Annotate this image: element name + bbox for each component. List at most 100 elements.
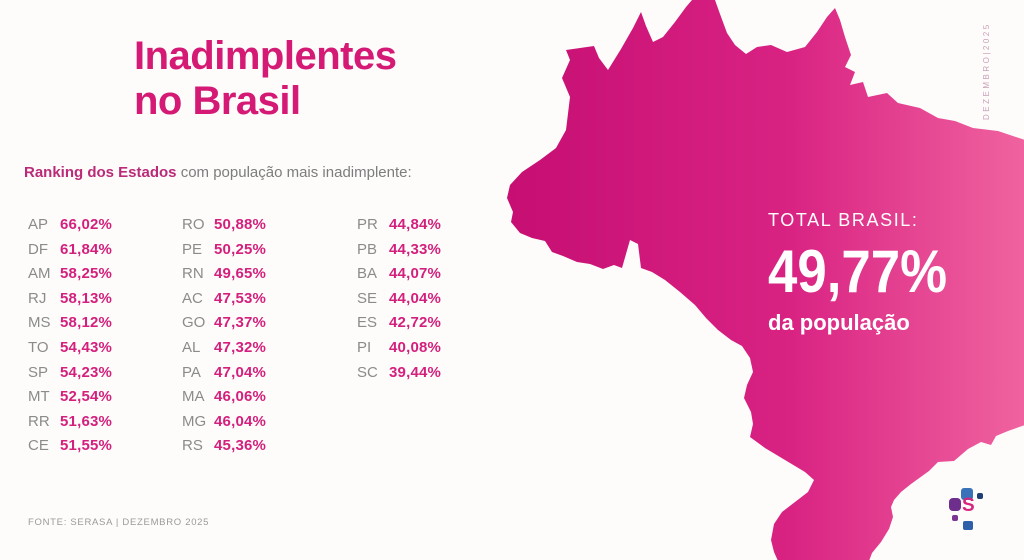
state-value: 58,25% bbox=[60, 265, 113, 283]
state-value: 66,02% bbox=[60, 216, 113, 233]
state-value: 44,33% bbox=[389, 240, 442, 258]
ranking-column-2: RO 50,88% PE 50,25% RN 49,65% AC 47,53% GO 47,37%… bbox=[182, 216, 266, 454]
ranking-row: RJ 58,13% bbox=[28, 290, 112, 307]
ranking-row: PI 40,08% bbox=[357, 339, 441, 356]
state-value: 47,04% bbox=[214, 363, 267, 381]
ranking-row: CE 51,55% bbox=[28, 437, 112, 454]
state-abbr: MA bbox=[182, 388, 205, 406]
logo-square-purple-icon bbox=[949, 498, 961, 511]
state-abbr: SP bbox=[28, 363, 49, 381]
total-brasil-subtext: da população bbox=[768, 310, 910, 335]
state-value: 58,12% bbox=[60, 314, 113, 332]
ranking-row: SP 54,23% bbox=[28, 364, 112, 381]
ranking-row: PB 44,33% bbox=[357, 241, 441, 258]
ranking-row: RR 51,63% bbox=[28, 413, 112, 430]
ranking-row: RN 49,65% bbox=[182, 265, 266, 282]
state-value: 44,07% bbox=[389, 265, 442, 283]
ranking-row: MA 46,06% bbox=[182, 388, 266, 405]
ranking-row: AC 47,53% bbox=[182, 290, 266, 307]
state-value: 44,84% bbox=[389, 216, 442, 233]
total-brasil-block: TOTAL BRASIL: 49,77% da população bbox=[768, 210, 972, 336]
state-value: 40,08% bbox=[389, 338, 442, 356]
page-title-line1: Inadimplentes bbox=[134, 34, 397, 78]
state-abbr: AC bbox=[182, 289, 203, 307]
ranking-row: RO 50,88% bbox=[182, 216, 266, 233]
ranking-row: GO 47,37% bbox=[182, 314, 266, 331]
state-abbr: SC bbox=[357, 363, 378, 381]
ranking-row: TO 54,43% bbox=[28, 339, 112, 356]
total-brasil-value: 49,77% bbox=[768, 238, 948, 305]
state-abbr: GO bbox=[182, 314, 206, 332]
ranking-row: PR 44,84% bbox=[357, 216, 441, 233]
state-abbr: PE bbox=[182, 240, 203, 258]
page-title: Inadimplentes no Brasil bbox=[134, 34, 397, 124]
state-value: 52,54% bbox=[60, 388, 113, 406]
state-abbr: DF bbox=[28, 240, 48, 258]
state-abbr: RJ bbox=[28, 289, 47, 307]
brand-logo: S bbox=[946, 486, 994, 534]
source-footnote: FONTE: SERASA | DEZEMBRO 2025 bbox=[28, 517, 210, 528]
ranking-row: DF 61,84% bbox=[28, 241, 112, 258]
state-value: 47,32% bbox=[214, 338, 267, 356]
state-abbr: PB bbox=[357, 240, 378, 258]
state-value: 39,44% bbox=[389, 363, 442, 381]
ranking-row: AL 47,32% bbox=[182, 339, 266, 356]
state-abbr: SE bbox=[357, 289, 378, 307]
state-abbr: CE bbox=[28, 437, 49, 455]
page-title-line2: no Brasil bbox=[134, 79, 301, 124]
ranking-row: SE 44,04% bbox=[357, 290, 441, 307]
state-abbr: PI bbox=[357, 338, 372, 356]
state-abbr: RS bbox=[182, 437, 203, 455]
logo-square-blue-icon bbox=[961, 488, 973, 500]
state-value: 49,65% bbox=[214, 265, 267, 283]
logo-square-navy-icon bbox=[977, 493, 983, 499]
state-value: 44,04% bbox=[389, 289, 442, 307]
state-value: 47,37% bbox=[214, 314, 267, 332]
state-abbr: MS bbox=[28, 314, 51, 332]
state-abbr: RR bbox=[28, 412, 50, 430]
ranking-row: AM 58,25% bbox=[28, 265, 112, 282]
logo-letter-s: S bbox=[962, 495, 975, 516]
ranking-row: BA 44,07% bbox=[357, 265, 441, 282]
state-abbr: RO bbox=[182, 216, 205, 233]
ranking-row: PA 47,04% bbox=[182, 364, 266, 381]
state-value: 45,36% bbox=[214, 437, 267, 455]
state-abbr: RN bbox=[182, 265, 204, 283]
state-value: 54,23% bbox=[60, 363, 113, 381]
ranking-row: RS 45,36% bbox=[182, 437, 266, 454]
state-abbr: TO bbox=[28, 338, 49, 356]
brazil-map-shape bbox=[507, 0, 1024, 560]
state-value: 58,13% bbox=[60, 289, 113, 307]
state-abbr: MT bbox=[28, 388, 50, 406]
state-abbr: BA bbox=[357, 265, 378, 283]
ranking-row: MG 46,04% bbox=[182, 413, 266, 430]
logo-square-purple-small-icon bbox=[952, 515, 958, 521]
state-value: 61,84% bbox=[60, 240, 113, 258]
ranking-subtitle-highlight: Ranking dos Estados bbox=[24, 164, 177, 181]
state-value: 47,53% bbox=[214, 289, 267, 307]
state-value: 51,63% bbox=[60, 412, 113, 430]
state-abbr: AP bbox=[28, 216, 49, 233]
total-brasil-label: TOTAL BRASIL: bbox=[768, 210, 919, 230]
state-value: 51,55% bbox=[60, 437, 113, 455]
ranking-subtitle-rest: com população mais inadimplente: bbox=[176, 164, 412, 181]
logo-square-blue-dark-icon bbox=[963, 521, 973, 530]
ranking-row: MT 52,54% bbox=[28, 388, 112, 405]
state-abbr: AM bbox=[28, 265, 51, 283]
ranking-subtitle: Ranking dos Estados com população mais i… bbox=[24, 164, 412, 181]
state-value: 46,04% bbox=[214, 412, 267, 430]
ranking-row: PE 50,25% bbox=[182, 241, 266, 258]
ranking-row: ES 42,72% bbox=[357, 314, 441, 331]
state-value: 50,88% bbox=[214, 216, 267, 233]
state-value: 46,06% bbox=[214, 388, 267, 406]
state-value: 50,25% bbox=[214, 240, 267, 258]
ranking-row: MS 58,12% bbox=[28, 314, 112, 331]
state-abbr: MG bbox=[182, 412, 207, 430]
state-abbr: PA bbox=[182, 363, 201, 381]
ranking-row: SC 39,44% bbox=[357, 364, 441, 381]
state-value: 42,72% bbox=[389, 314, 442, 332]
ranking-row: AP 66,02% bbox=[28, 216, 112, 233]
ranking-column-3: PR 44,84% PB 44,33% BA 44,07% SE 44,04% ES 42,72%… bbox=[357, 216, 441, 381]
vertical-date-label: DEZEMBRO|2025 bbox=[982, 22, 991, 120]
